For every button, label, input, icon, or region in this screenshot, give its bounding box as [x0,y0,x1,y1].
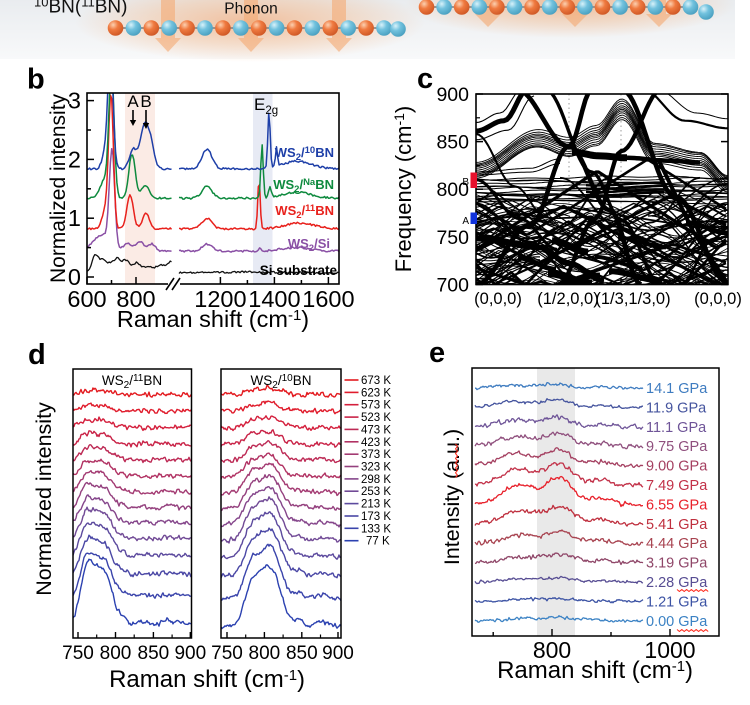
svg-text:1600: 1600 [302,286,354,312]
svg-text:11.1 GPa: 11.1 GPa [646,420,707,436]
svg-text:2: 2 [68,146,81,172]
svg-text:9.00 GPa: 9.00 GPa [646,459,708,475]
svg-text:173 K: 173 K [361,511,391,523]
svg-text:9.75 GPa: 9.75 GPa [646,439,708,455]
svg-text:(0,0,0): (0,0,0) [474,290,522,308]
svg-text:1: 1 [68,205,81,231]
svg-text:1400: 1400 [248,286,300,312]
svg-text:800: 800 [100,643,132,664]
svg-text:WS2/10BN: WS2/10BN [275,145,334,163]
svg-text:323 K: 323 K [361,462,391,474]
svg-text:523 K: 523 K [361,412,391,424]
svg-text:Phonon: Phonon [224,1,277,18]
svg-text:Si substrate: Si substrate [260,263,338,278]
svg-text:673 K: 673 K [361,375,391,387]
svg-text:700: 700 [436,275,469,297]
svg-text:1200: 1200 [194,286,246,312]
svg-text:WS2/NaBN: WS2/NaBN [273,177,334,195]
svg-text:Normalized intensity: Normalized intensity [47,93,70,283]
svg-text:WS2/11BN: WS2/11BN [275,203,334,221]
svg-text:4.44 GPa: 4.44 GPa [646,536,708,552]
svg-text:750: 750 [62,643,94,664]
svg-text:6.55 GPa: 6.55 GPa [646,497,708,513]
svg-text:0.00 GPa: 0.00 GPa [646,614,708,630]
svg-text:133 K: 133 K [361,523,391,535]
svg-text:d: d [28,339,46,371]
svg-text:623 K: 623 K [361,387,391,399]
svg-text:850: 850 [436,132,469,154]
svg-text:B: B [462,177,469,188]
svg-text:423 K: 423 K [361,437,391,449]
svg-text:900: 900 [322,643,354,664]
svg-text:850: 850 [286,643,318,664]
svg-text:(1/2,0,0): (1/2,0,0) [537,290,598,308]
svg-text:253 K: 253 K [361,486,391,498]
svg-text:750: 750 [211,643,243,664]
svg-text:Raman shift (cm-1): Raman shift (cm-1) [117,306,309,332]
svg-text:WS2/10BN: WS2/10BN [251,373,312,391]
svg-text:1.21 GPa: 1.21 GPa [646,594,708,610]
svg-text:2.28 GPa: 2.28 GPa [646,575,708,591]
svg-text:750: 750 [436,227,469,249]
svg-text:5.41 GPa: 5.41 GPa [646,517,708,533]
svg-text:Normalized intensity: Normalized intensity [32,402,56,596]
svg-text:800: 800 [249,643,281,664]
svg-text:298 K: 298 K [361,474,391,486]
svg-text:473 K: 473 K [361,424,391,436]
svg-text:e: e [429,337,445,369]
svg-text:850: 850 [138,643,170,664]
svg-text:373 K: 373 K [361,449,391,461]
svg-text:800: 800 [436,179,469,201]
svg-text:Raman shift (cm-1): Raman shift (cm-1) [109,666,305,693]
svg-text:Frequency (cm-1): Frequency (cm-1) [391,106,416,273]
svg-text:B: B [140,92,151,111]
svg-text:14.1 GPa: 14.1 GPa [646,381,708,397]
svg-text:(0,0,0): (0,0,0) [694,290,742,308]
svg-text:c: c [417,63,433,95]
svg-text:800: 800 [533,637,571,663]
svg-text:900: 900 [174,643,206,664]
svg-text:600: 600 [67,286,106,312]
svg-text:900: 900 [436,84,469,106]
svg-text:3: 3 [68,88,81,114]
svg-text:10BN(11BN): 10BN(11BN) [34,0,127,18]
svg-text:Raman shift (cm-1): Raman shift (cm-1) [497,657,693,684]
svg-text:(1/3,1/3,0): (1/3,1/3,0) [595,290,670,308]
svg-text:WS2/11BN: WS2/11BN [102,373,162,391]
svg-text:0: 0 [68,264,81,290]
svg-text:77 K: 77 K [366,536,390,548]
svg-text:1000: 1000 [644,637,695,663]
svg-text:11.9 GPa: 11.9 GPa [646,400,707,416]
svg-text:WS2/Si: WS2/Si [288,236,330,254]
svg-text:573 K: 573 K [361,400,391,412]
svg-text:Intensity (a.u.): Intensity (a.u.) [440,429,464,565]
svg-text:800: 800 [116,286,155,312]
svg-text:213 K: 213 K [361,499,391,511]
svg-text:b: b [27,64,45,96]
svg-text:7.49 GPa: 7.49 GPa [646,478,708,494]
svg-text:3.19 GPa: 3.19 GPa [646,556,708,572]
svg-text:A: A [462,216,469,227]
svg-text:A: A [127,92,139,111]
